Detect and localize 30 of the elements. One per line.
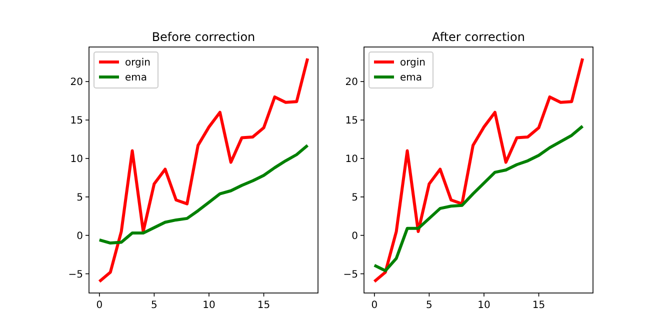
y-tick-label: 20 [345,77,358,88]
y-tick-label: 5 [352,192,358,204]
x-tick-label: 10 [478,300,490,311]
legend-label: ema [400,72,422,84]
line-series [372,124,584,272]
x-tick-label: 15 [257,300,270,311]
y-tick-label: 0 [352,230,358,242]
x-tick-label: 15 [532,300,546,311]
y-tick-label: 15 [70,116,83,127]
y-tick-label: 20 [70,77,83,88]
line-series [372,57,584,283]
line-series [98,57,310,283]
line-series [98,144,310,245]
x-tick-label: 0 [371,300,378,311]
legend-label: orgin [125,58,151,68]
legend-label: orgin [400,58,426,68]
chart-title: After correction [432,30,525,44]
y-tick-label: 5 [76,192,83,204]
x-tick-label: 5 [426,300,432,311]
y-tick-label: 15 [345,116,358,127]
chart-title: Before correction [152,30,256,44]
y-tick-label: −5 [343,269,358,280]
x-tick-label: 0 [96,300,103,311]
y-tick-label: 0 [76,230,83,242]
x-tick-label: 5 [151,300,158,311]
y-tick-label: −5 [68,269,83,280]
legend-label: ema [125,72,148,84]
y-tick-label: 10 [70,154,83,165]
x-tick-label: 10 [202,300,216,311]
y-tick-label: 10 [345,154,358,165]
